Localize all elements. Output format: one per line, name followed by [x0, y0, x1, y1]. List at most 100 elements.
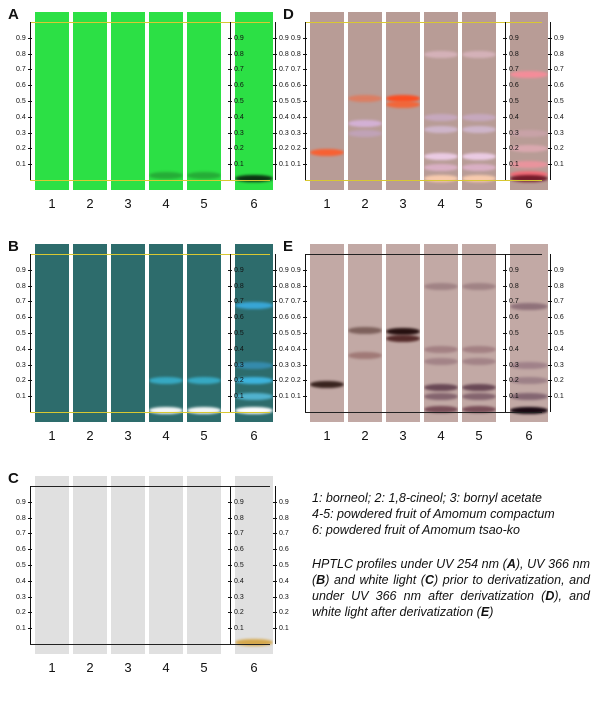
axis-tick: [303, 333, 307, 334]
axis-tick: [273, 628, 277, 630]
axis-tick: [228, 596, 232, 598]
axis-tick: [303, 380, 307, 382]
band: [424, 383, 458, 391]
axis-tick: [548, 348, 552, 350]
axis-tick-label: 0.2: [234, 145, 244, 153]
axis-tick: [273, 301, 277, 303]
axis-tick-label: 0.8: [554, 50, 564, 58]
lane-4: [149, 12, 183, 190]
lane-number: 6: [525, 196, 533, 211]
band: [424, 50, 458, 58]
axis-tick-label: 0.6: [234, 314, 244, 322]
axis-tick-label: 0.2: [234, 377, 244, 385]
axis-tick-label: 0.8: [509, 282, 519, 290]
lane-6: [235, 244, 273, 422]
caption-panel-ref: B: [316, 573, 326, 587]
axis-tick-label: 0.7: [509, 298, 519, 306]
axis-tick: [548, 301, 552, 303]
band: [424, 345, 458, 353]
lane-3: [386, 12, 420, 190]
axis-tick-label: 0.9: [16, 266, 26, 274]
axis-tick-label: 0.5: [16, 330, 26, 337]
lane-1: [35, 476, 69, 654]
axis-tick-label: 0.6: [279, 82, 289, 90]
solvent-front-line: [30, 22, 270, 23]
axis-tick-label: 0.9: [16, 34, 26, 42]
axis-tick-label: 0.6: [16, 82, 26, 90]
lane-number: 3: [124, 660, 132, 675]
axis-tick: [273, 53, 277, 55]
band: [235, 377, 273, 385]
axis-tick-label: 0.3: [279, 361, 289, 369]
panel-c: C 0.1 0.2 0.3 0.4 0.5 0.6 0.7 0.8 0.9 0.1 0.2 0.3 0.4…: [8, 470, 289, 680]
band: [235, 301, 273, 309]
axis-tick: [503, 37, 507, 39]
axis-tick-label: 0.6: [16, 546, 26, 554]
axis-tick: [228, 501, 232, 503]
axis-tick: [548, 396, 552, 398]
axis-tick: [303, 285, 307, 287]
caption-text: ), UV 366 nm (: [312, 557, 590, 587]
lane-number: 1: [48, 196, 56, 211]
plate-area: 0.1 0.2 0.3 0.4 0.5 0.6 0.7 0.8 0.9 0.1 0.2 0.3 0.4 0…: [16, 476, 289, 654]
plate-area: 0.1 0.2 0.3 0.4 0.5 0.6 0.7 0.8 0.9 0.1 0.2 0.3 0.4 0…: [291, 12, 564, 190]
lane-1: [310, 12, 344, 190]
axis-tick-label: 0.8: [279, 282, 289, 290]
band: [348, 352, 382, 360]
axis-tick-label: 0.9: [291, 266, 301, 274]
axis-tick: [273, 380, 277, 382]
lane-number: 5: [200, 660, 208, 675]
band: [462, 282, 496, 290]
axis-tick: [273, 69, 277, 71]
panel-label: D: [283, 6, 294, 23]
axis-tick-label: 0.7: [554, 298, 564, 306]
axis-tick: [548, 101, 552, 102]
axis-tick-label: 0.2: [291, 145, 301, 153]
legend-line-2: 4-5: powdered fruit of Amomum compactum: [312, 507, 555, 521]
axis-tick-label: 0.1: [234, 161, 244, 169]
axis-tick-label: 0.7: [16, 66, 26, 74]
axis-tick: [273, 269, 277, 271]
lane-number: 5: [200, 428, 208, 443]
lane-5: [187, 476, 221, 654]
axis-tick: [503, 69, 507, 71]
axis-tick: [503, 132, 507, 134]
axis-tick: [28, 101, 32, 102]
axis-tick: [228, 565, 232, 566]
axis-tick: [228, 53, 232, 55]
axis-tick-label: 0.2: [16, 609, 26, 617]
band: [187, 407, 221, 415]
axis-tick-label: 0.3: [554, 361, 564, 369]
axis-tick: [273, 37, 277, 39]
axis-tick: [273, 517, 277, 519]
axis-tick-label: 0.6: [509, 82, 519, 90]
axis-tick: [273, 285, 277, 287]
axis-tick: [28, 549, 32, 551]
band: [235, 407, 273, 415]
axis-tick-label: 0.7: [291, 66, 301, 74]
lane-number: 2: [361, 428, 369, 443]
axis-tick-label: 0.6: [554, 314, 564, 322]
band: [462, 345, 496, 353]
solvent-front-line: [305, 254, 542, 255]
band: [235, 175, 273, 183]
axis-tick: [548, 53, 552, 55]
axis-tick: [503, 364, 507, 366]
panel-a: A 0.1 0.2 0.3 0.4 0.5 0.6 0.7 0.8 0.9 0.1 0.2 0.3 0.4…: [8, 6, 289, 216]
band: [424, 113, 458, 121]
axis-tick: [28, 596, 32, 598]
axis-tick: [28, 348, 32, 350]
panel-label: E: [283, 238, 294, 255]
axis-tick: [228, 132, 232, 134]
axis-tick-label: 0.3: [554, 129, 564, 137]
axis-tick: [228, 269, 232, 271]
lane-number: 4: [162, 660, 170, 675]
axis-tick: [28, 85, 32, 87]
solvent-front-line: [30, 486, 270, 487]
axis-tick: [28, 380, 32, 382]
lane-number: 5: [475, 428, 483, 443]
panel-label: A: [8, 6, 19, 23]
axis-tick-label: 0.3: [234, 361, 244, 369]
axis-tick-label: 0.3: [16, 593, 26, 601]
axis-tick-label: 0.2: [554, 377, 564, 385]
